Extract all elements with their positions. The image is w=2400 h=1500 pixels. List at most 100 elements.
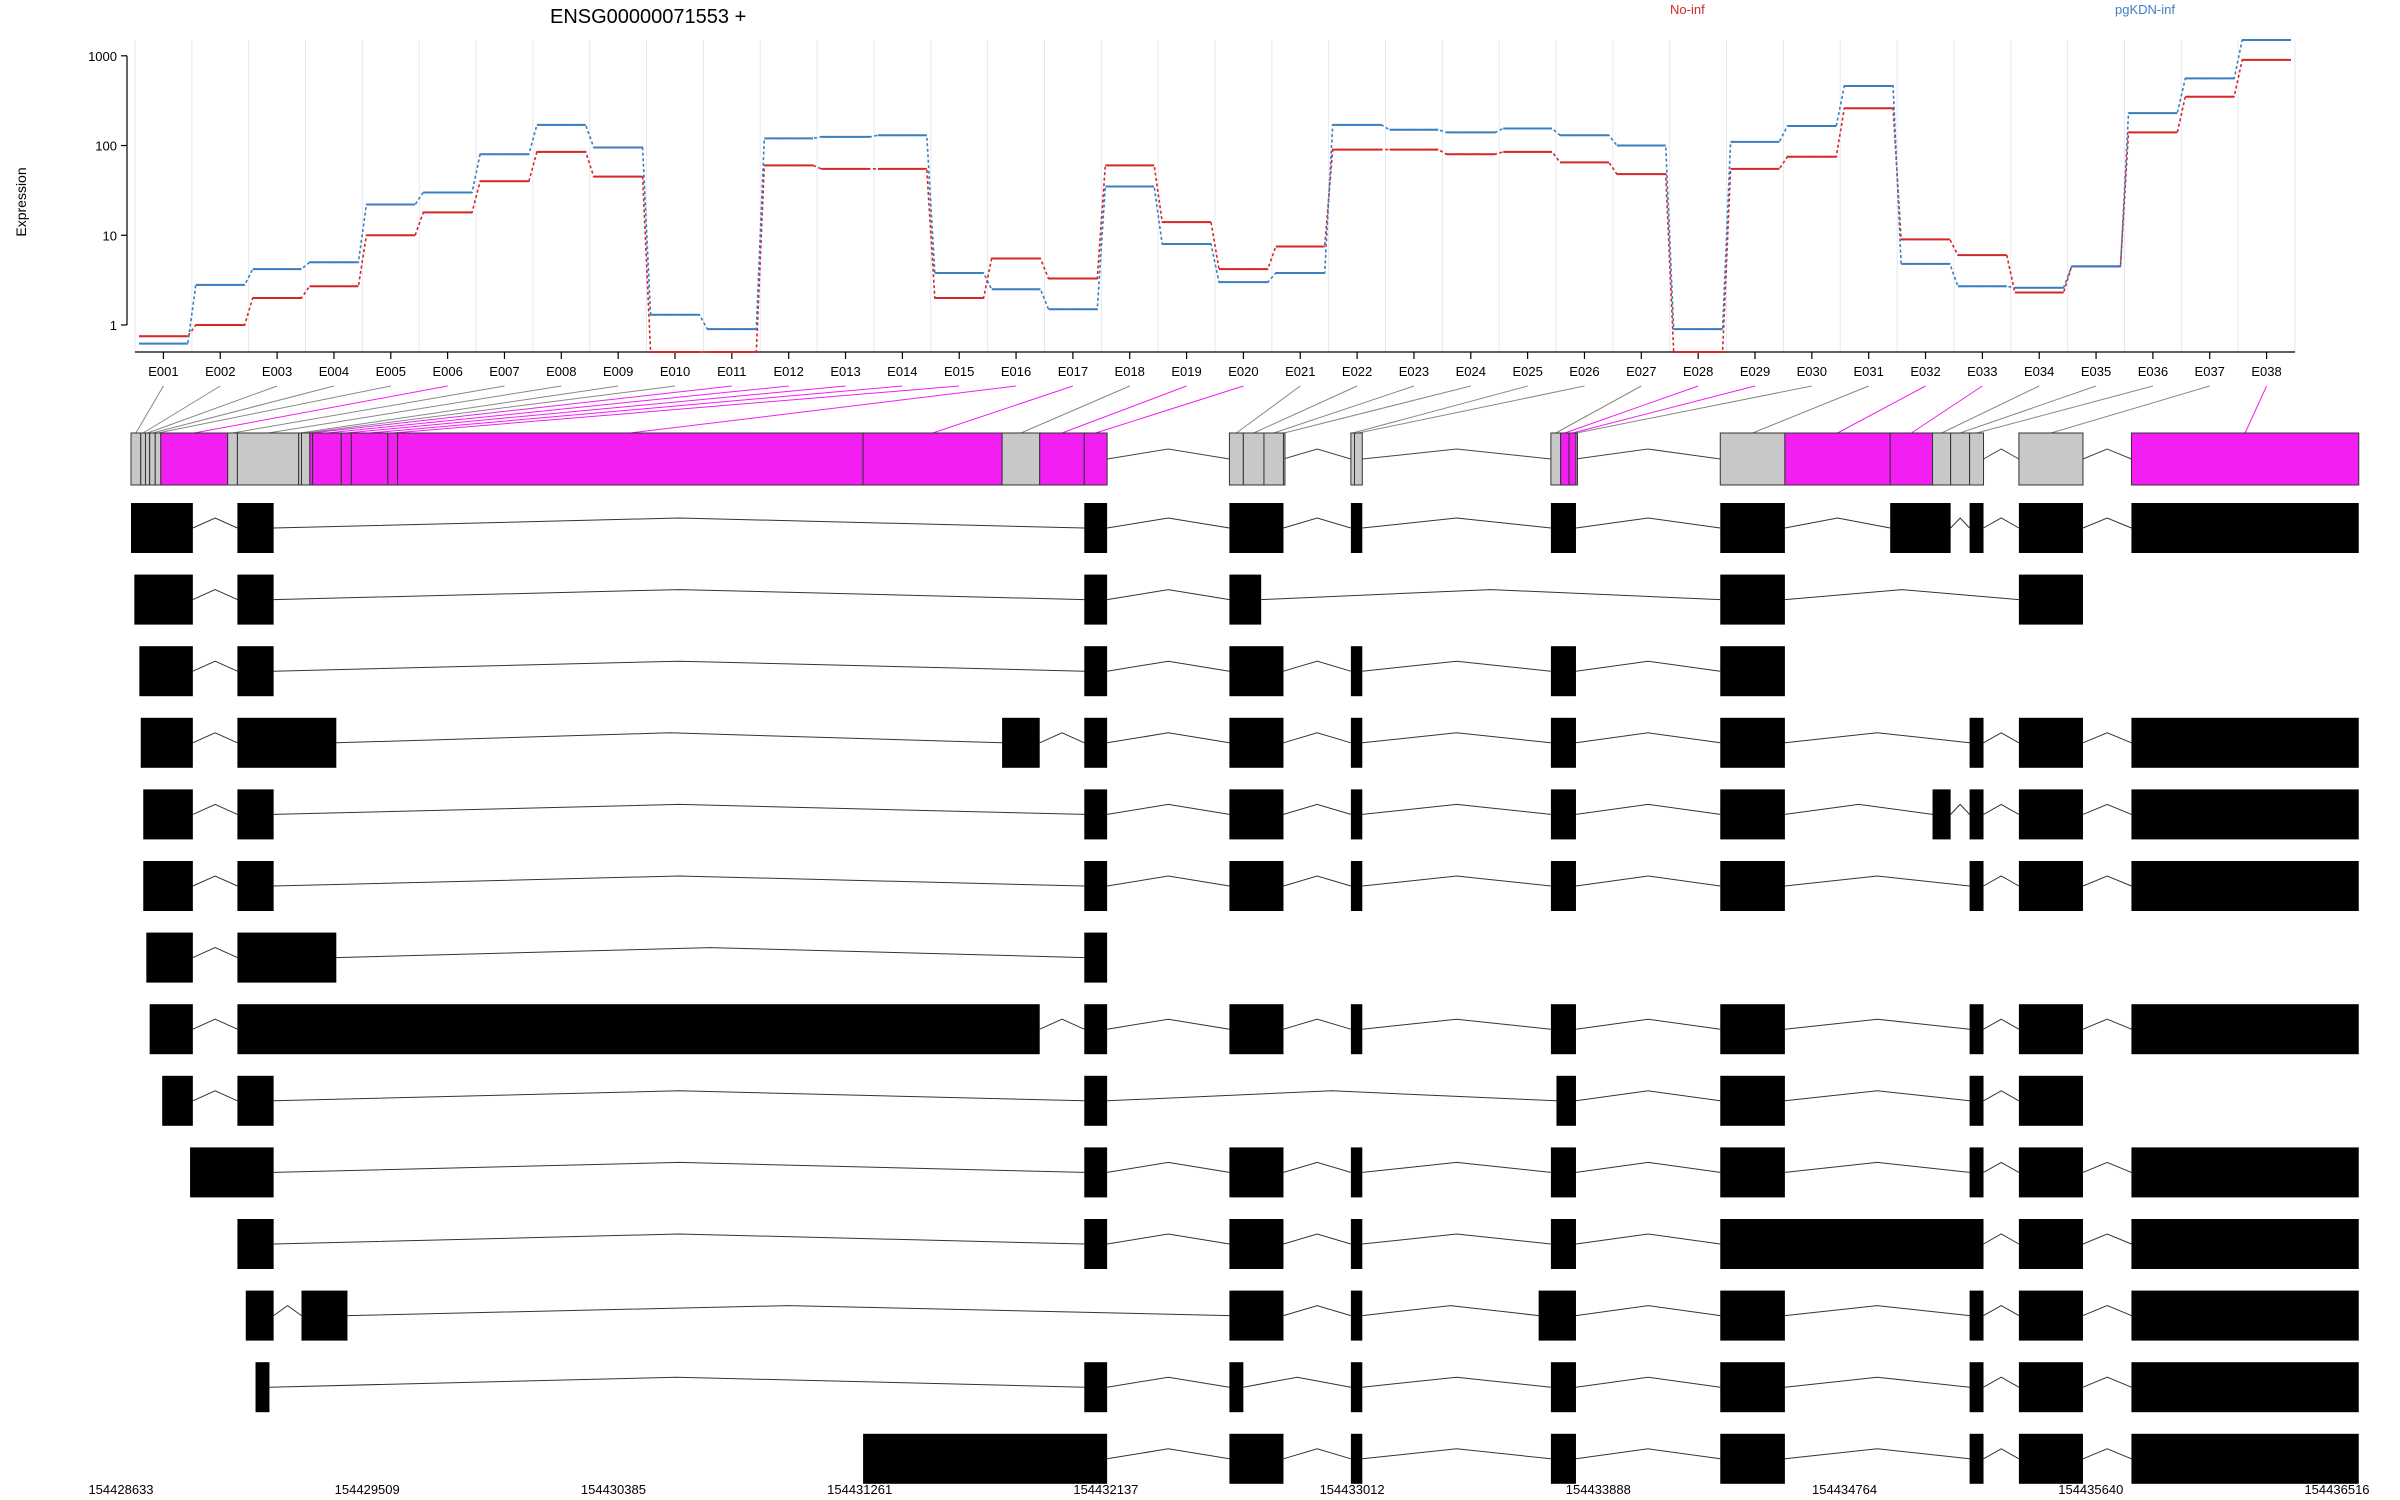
exon-bin-E035 — [1950, 432, 1971, 486]
transcript-1-intron — [273, 517, 1085, 529]
transcript-12-intron — [1784, 1305, 1970, 1317]
transcript-5-exon — [1229, 789, 1284, 840]
transcript-5-exon — [2018, 789, 2083, 840]
exon-bin-E038 — [2130, 432, 2360, 486]
transcript-10-intron — [2082, 1161, 2132, 1173]
transcript-4-exon — [2018, 717, 2083, 768]
transcript-10-intron — [1283, 1161, 1352, 1173]
genomic-coordinate-label: 154428633 — [88, 1482, 153, 1497]
x-tick-label-E022: E022 — [1342, 364, 1372, 379]
transcript-14-intron — [1107, 1448, 1230, 1460]
legend-series-1: pgKDN-inf — [2115, 2, 2175, 17]
x-tick-label-E012: E012 — [773, 364, 803, 379]
bin-connector-E010 — [305, 385, 676, 434]
transcript-4-exon — [1550, 717, 1576, 768]
transcript-2-intron — [273, 589, 1085, 601]
transcript-6-exon — [1550, 861, 1576, 911]
exon-bin-E026 — [1353, 432, 1363, 486]
transcript-12-intron — [2082, 1305, 2132, 1317]
bin-connector-E036 — [1976, 385, 2154, 434]
bin-connector-E012 — [326, 385, 789, 434]
bin-connector-E011 — [311, 385, 732, 434]
transcript-6-intron — [1983, 875, 2020, 887]
x-tick-label-E024: E024 — [1456, 364, 1486, 379]
bin-intron — [1362, 448, 1551, 460]
transcript-7-exon — [146, 932, 193, 983]
exon-bin-E021 — [1228, 432, 1244, 486]
transcript-14-exon — [863, 1433, 1108, 1484]
bin-connector-E002 — [142, 385, 221, 434]
exon-bin-E004 — [149, 432, 156, 486]
bin-connector-E035 — [1959, 385, 2097, 434]
transcript-9-exon — [162, 1075, 193, 1126]
transcript-11-intron — [1362, 1233, 1551, 1245]
transcript-4-intron — [192, 732, 238, 744]
exon-bin-E007 — [227, 432, 238, 486]
transcript-10-intron — [1362, 1161, 1551, 1173]
exon-bin-E003 — [144, 432, 151, 486]
transcript-12-exon — [2018, 1290, 2083, 1341]
transcript-1-exon — [1350, 503, 1363, 553]
transcript-4-exon — [237, 717, 337, 768]
transcript-4-exon — [2131, 717, 2359, 768]
transcript-4-intron — [2082, 732, 2132, 744]
transcript-9-intron — [1983, 1090, 2020, 1102]
transcript-12-intron — [1575, 1305, 1721, 1317]
transcript-4-intron — [1784, 732, 1970, 744]
exon-bin-E015 — [387, 432, 399, 486]
bin-connector-E020 — [1095, 385, 1244, 434]
transcript-1-exon — [1720, 503, 1785, 553]
transcript-6-exon — [1084, 861, 1108, 911]
x-tick-label-E002: E002 — [205, 364, 235, 379]
transcript-13-intron — [1983, 1376, 2020, 1388]
transcript-6-exon — [1229, 861, 1284, 911]
bin-connector-E032 — [1837, 385, 1926, 434]
bin-connector-E034 — [1941, 385, 2040, 434]
bin-connector-E005 — [157, 385, 391, 434]
x-tick-label-E005: E005 — [376, 364, 406, 379]
transcript-8-exon — [1084, 1004, 1108, 1055]
transcript-7-intron — [336, 947, 1085, 959]
transcript-4-intron — [1039, 732, 1085, 744]
transcript-11-exon — [2131, 1219, 2359, 1269]
transcript-6-exon — [237, 861, 274, 911]
transcript-6-intron — [1107, 875, 1230, 887]
transcript-12-exon — [1350, 1290, 1363, 1341]
x-tick-label-E018: E018 — [1115, 364, 1145, 379]
transcript-8-intron — [2082, 1018, 2132, 1030]
transcript-8-intron — [192, 1018, 238, 1030]
transcript-13-exon — [2131, 1362, 2359, 1413]
bin-connector-E008 — [267, 385, 562, 434]
transcript-9-exon — [1084, 1075, 1108, 1126]
transcript-8-intron — [1283, 1018, 1352, 1030]
transcript-5-intron — [1283, 803, 1352, 815]
x-tick-label-E015: E015 — [944, 364, 974, 379]
transcript-5-intron — [273, 803, 1085, 815]
transcript-10-intron — [273, 1161, 1085, 1173]
exon-bin-E012 — [312, 432, 342, 486]
transcript-14-exon — [1720, 1433, 1785, 1484]
transcript-11-exon — [1229, 1219, 1284, 1269]
transcript-10-exon — [1969, 1147, 1984, 1198]
transcript-12-intron — [273, 1304, 302, 1317]
transcript-9-exon — [237, 1075, 274, 1126]
x-tick-label-E019: E019 — [1171, 364, 1201, 379]
y-tick-label: 1 — [110, 318, 117, 333]
transcript-13-exon — [1969, 1362, 1984, 1413]
transcript-1-intron — [1950, 517, 1970, 529]
bin-connector-E003 — [147, 385, 278, 434]
transcript-3-exon — [1550, 646, 1576, 697]
transcript-9-exon — [2018, 1075, 2083, 1126]
transcript-13-intron — [269, 1376, 1085, 1388]
transcript-8-exon — [1720, 1004, 1785, 1055]
transcript-11-exon — [1720, 1219, 1984, 1269]
transcript-14-exon — [2131, 1433, 2359, 1484]
transcript-9-exon — [1720, 1075, 1785, 1126]
exon-bin-E031 — [1719, 432, 1786, 486]
transcript-1-exon — [1229, 503, 1284, 553]
transcript-2-exon — [237, 574, 274, 625]
transcript-5-exon — [1350, 789, 1363, 840]
transcript-2-exon — [1229, 574, 1262, 625]
bin-connector-E024 — [1283, 385, 1471, 434]
transcript-8-exon — [1550, 1004, 1576, 1055]
